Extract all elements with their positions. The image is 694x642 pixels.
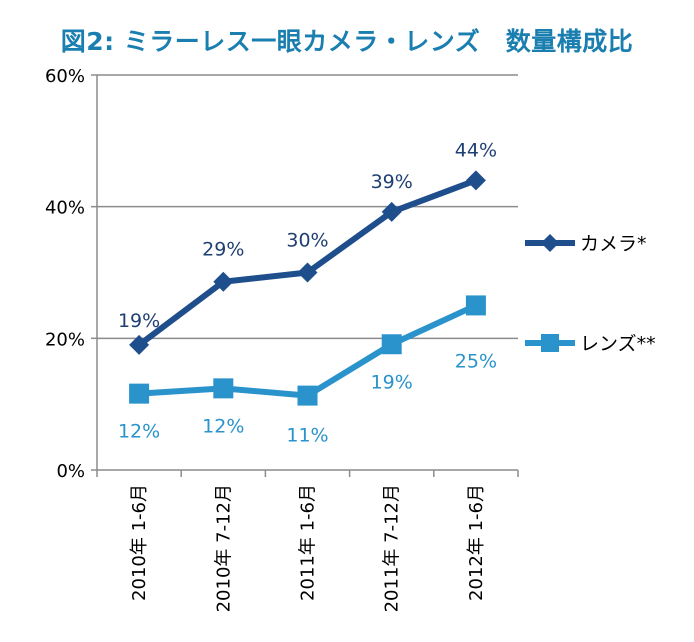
y-tick-label: 60% <box>45 66 85 87</box>
x-tick-label: 2011年 7-12月 <box>382 484 403 612</box>
legend-marker <box>541 234 559 252</box>
legend-label: レンズ** <box>580 333 656 355</box>
x-tick-label: 2010年 1-6月 <box>129 484 150 601</box>
data-point <box>465 295 486 316</box>
data-label: 11% <box>286 425 328 447</box>
y-tick-label: 20% <box>45 329 85 350</box>
legend-label: カメラ* <box>580 233 647 255</box>
series-line <box>138 302 478 399</box>
data-label: 12% <box>202 415 244 437</box>
data-point <box>381 201 402 222</box>
legend: カメラ* レンズ** <box>525 233 656 355</box>
data-label: 39% <box>371 171 413 193</box>
x-tick-label: 2012年 1-6月 <box>466 484 487 601</box>
data-label: 12% <box>118 421 160 443</box>
data-point <box>297 262 318 283</box>
y-tick-label: 0% <box>56 461 85 482</box>
data-label: 19% <box>371 371 413 393</box>
data-point <box>129 334 150 355</box>
legend-marker <box>541 334 559 352</box>
data-point <box>129 383 150 404</box>
series <box>129 170 486 406</box>
data-label: 19% <box>118 310 160 332</box>
data-label: 44% <box>455 139 497 161</box>
gridlines <box>97 74 518 340</box>
chart-title: 図2: ミラーレス一眼カメラ・レンズ 数量構成比 <box>60 27 634 56</box>
data-label: 30% <box>286 230 328 252</box>
data-point <box>381 334 402 355</box>
data-point <box>213 271 234 292</box>
x-tick-label: 2010年 7-12月 <box>213 484 234 612</box>
data-label: 25% <box>455 350 497 372</box>
x-tick-label: 2011年 1-6月 <box>298 484 319 601</box>
x-tick-labels: 2010年 1-6月 2010年 7-12月 2011年 1-6月 2011年 7-1… <box>129 484 487 612</box>
data-labels: 19% 29% 30% 39% 44% 12% 12% 11% 19% 25% <box>118 139 497 446</box>
data-point <box>465 170 486 191</box>
y-tick-label: 40% <box>45 198 85 219</box>
y-tick-labels: 0% 20% 40% 60% <box>45 66 85 482</box>
data-label: 29% <box>202 239 244 261</box>
data-point <box>213 378 234 399</box>
axes <box>91 74 519 477</box>
data-point <box>297 385 318 406</box>
